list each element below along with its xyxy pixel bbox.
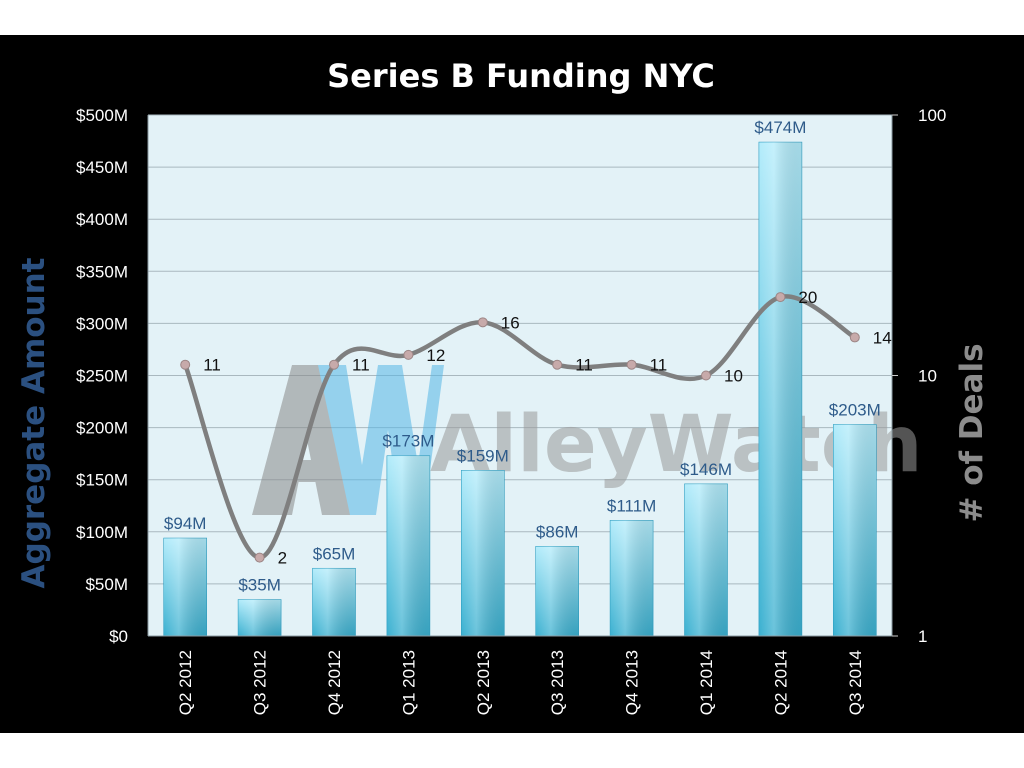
- y-tick-label: $300M: [76, 314, 128, 333]
- bar-data-label: $474M: [754, 118, 806, 137]
- deals-point: [403, 349, 414, 360]
- y-tick-label: $500M: [76, 106, 128, 125]
- deals-point: [329, 359, 339, 370]
- bar-data-label: $203M: [829, 400, 881, 419]
- x-tick-label: Q2 2012: [176, 650, 195, 715]
- deals-data-label: 11: [203, 356, 221, 375]
- x-tick-label: Q4 2013: [623, 650, 642, 715]
- deals-data-label: 20: [798, 288, 817, 307]
- y-tick-label: $0: [109, 627, 128, 646]
- y-axis-label: Aggregate Amount: [16, 257, 52, 588]
- x-tick-label: Q4 2012: [325, 650, 344, 715]
- chart-title: Series B Funding NYC: [327, 57, 715, 95]
- deals-data-label: 11: [352, 356, 370, 375]
- y-tick-label: $350M: [76, 262, 128, 281]
- bar-shine: [163, 538, 207, 636]
- bar-data-label: $159M: [457, 446, 509, 465]
- y-tick-label: $200M: [76, 419, 128, 438]
- deals-data-label: 14: [873, 328, 892, 347]
- deals-data-label: 11: [575, 356, 593, 375]
- deals-data-label: 12: [426, 346, 445, 365]
- bars: [163, 141, 877, 637]
- y2-tick-label: 1: [918, 627, 927, 646]
- bar-shine: [610, 520, 654, 636]
- bar-data-label: $65M: [313, 544, 356, 563]
- deals-point: [477, 317, 488, 328]
- bar-data-label: $146M: [680, 460, 732, 479]
- deals-point: [626, 359, 637, 370]
- bar-data-label: $94M: [164, 514, 207, 533]
- deals-data-label: 10: [724, 367, 743, 386]
- axes: $0 $50M $100M $150M $200M $250M $300M $350M $400…: [76, 106, 946, 715]
- bar-shine: [833, 424, 877, 636]
- bar-shine: [758, 142, 802, 636]
- bar-shine: [386, 455, 430, 636]
- funding-chart: Series B Funding NYC AlleyWatch $94M$35M…: [16, 57, 990, 715]
- x-tick-label: Q3 2013: [548, 650, 567, 715]
- deals-point: [180, 359, 191, 370]
- x-tick-label: Q3 2014: [846, 650, 865, 715]
- y-tick-label: $400M: [76, 210, 128, 229]
- y-tick-label: $100M: [76, 523, 128, 542]
- bar-shine: [312, 568, 356, 636]
- y-tick-label: $150M: [76, 471, 128, 490]
- chart-slide: Series B Funding NYC AlleyWatch $94M $35M…: [0, 35, 1024, 733]
- deals-line: 11 2 11 12 16 11 11 10 20 14: [180, 288, 892, 568]
- deals-point: [254, 552, 265, 563]
- y2-axis-label: # of Deals: [954, 343, 990, 522]
- y-tick-label: $450M: [76, 158, 128, 177]
- deals-point: [849, 332, 860, 343]
- x-tick-label: Q3 2012: [251, 650, 270, 715]
- bar-data-label: $86M: [536, 522, 579, 541]
- bar-data-label: $35M: [238, 576, 281, 595]
- bar-data-label: $111M: [607, 496, 656, 515]
- deals-point: [552, 359, 563, 370]
- bar-shine: [461, 470, 505, 636]
- bar-data-label: $173M: [382, 432, 434, 451]
- y2-tick-label: 100: [918, 106, 946, 125]
- y-tick-label: $250M: [76, 367, 128, 386]
- deals-data-label: 2: [278, 549, 287, 568]
- x-tick-label: Q2 2013: [474, 650, 493, 715]
- deals-point: [775, 292, 786, 303]
- deals-data-label: 11: [650, 356, 668, 375]
- bar-shine: [684, 483, 728, 636]
- bar-shine: [238, 599, 282, 636]
- x-tick-label: Q1 2013: [399, 650, 418, 715]
- bar-labels: $94M $35M $65M $173M $159M $86M $111M $146M $474…: [164, 118, 881, 594]
- deals-data-label: 16: [501, 313, 520, 332]
- y-tick-label: $50M: [85, 575, 128, 594]
- deals-point: [701, 370, 711, 381]
- watermark-logo-a-bar: [272, 460, 338, 482]
- x-tick-label: Q1 2014: [697, 650, 716, 715]
- bar-shine: [535, 546, 579, 636]
- y2-tick-label: 10: [918, 367, 937, 386]
- x-tick-label: Q2 2014: [771, 650, 790, 715]
